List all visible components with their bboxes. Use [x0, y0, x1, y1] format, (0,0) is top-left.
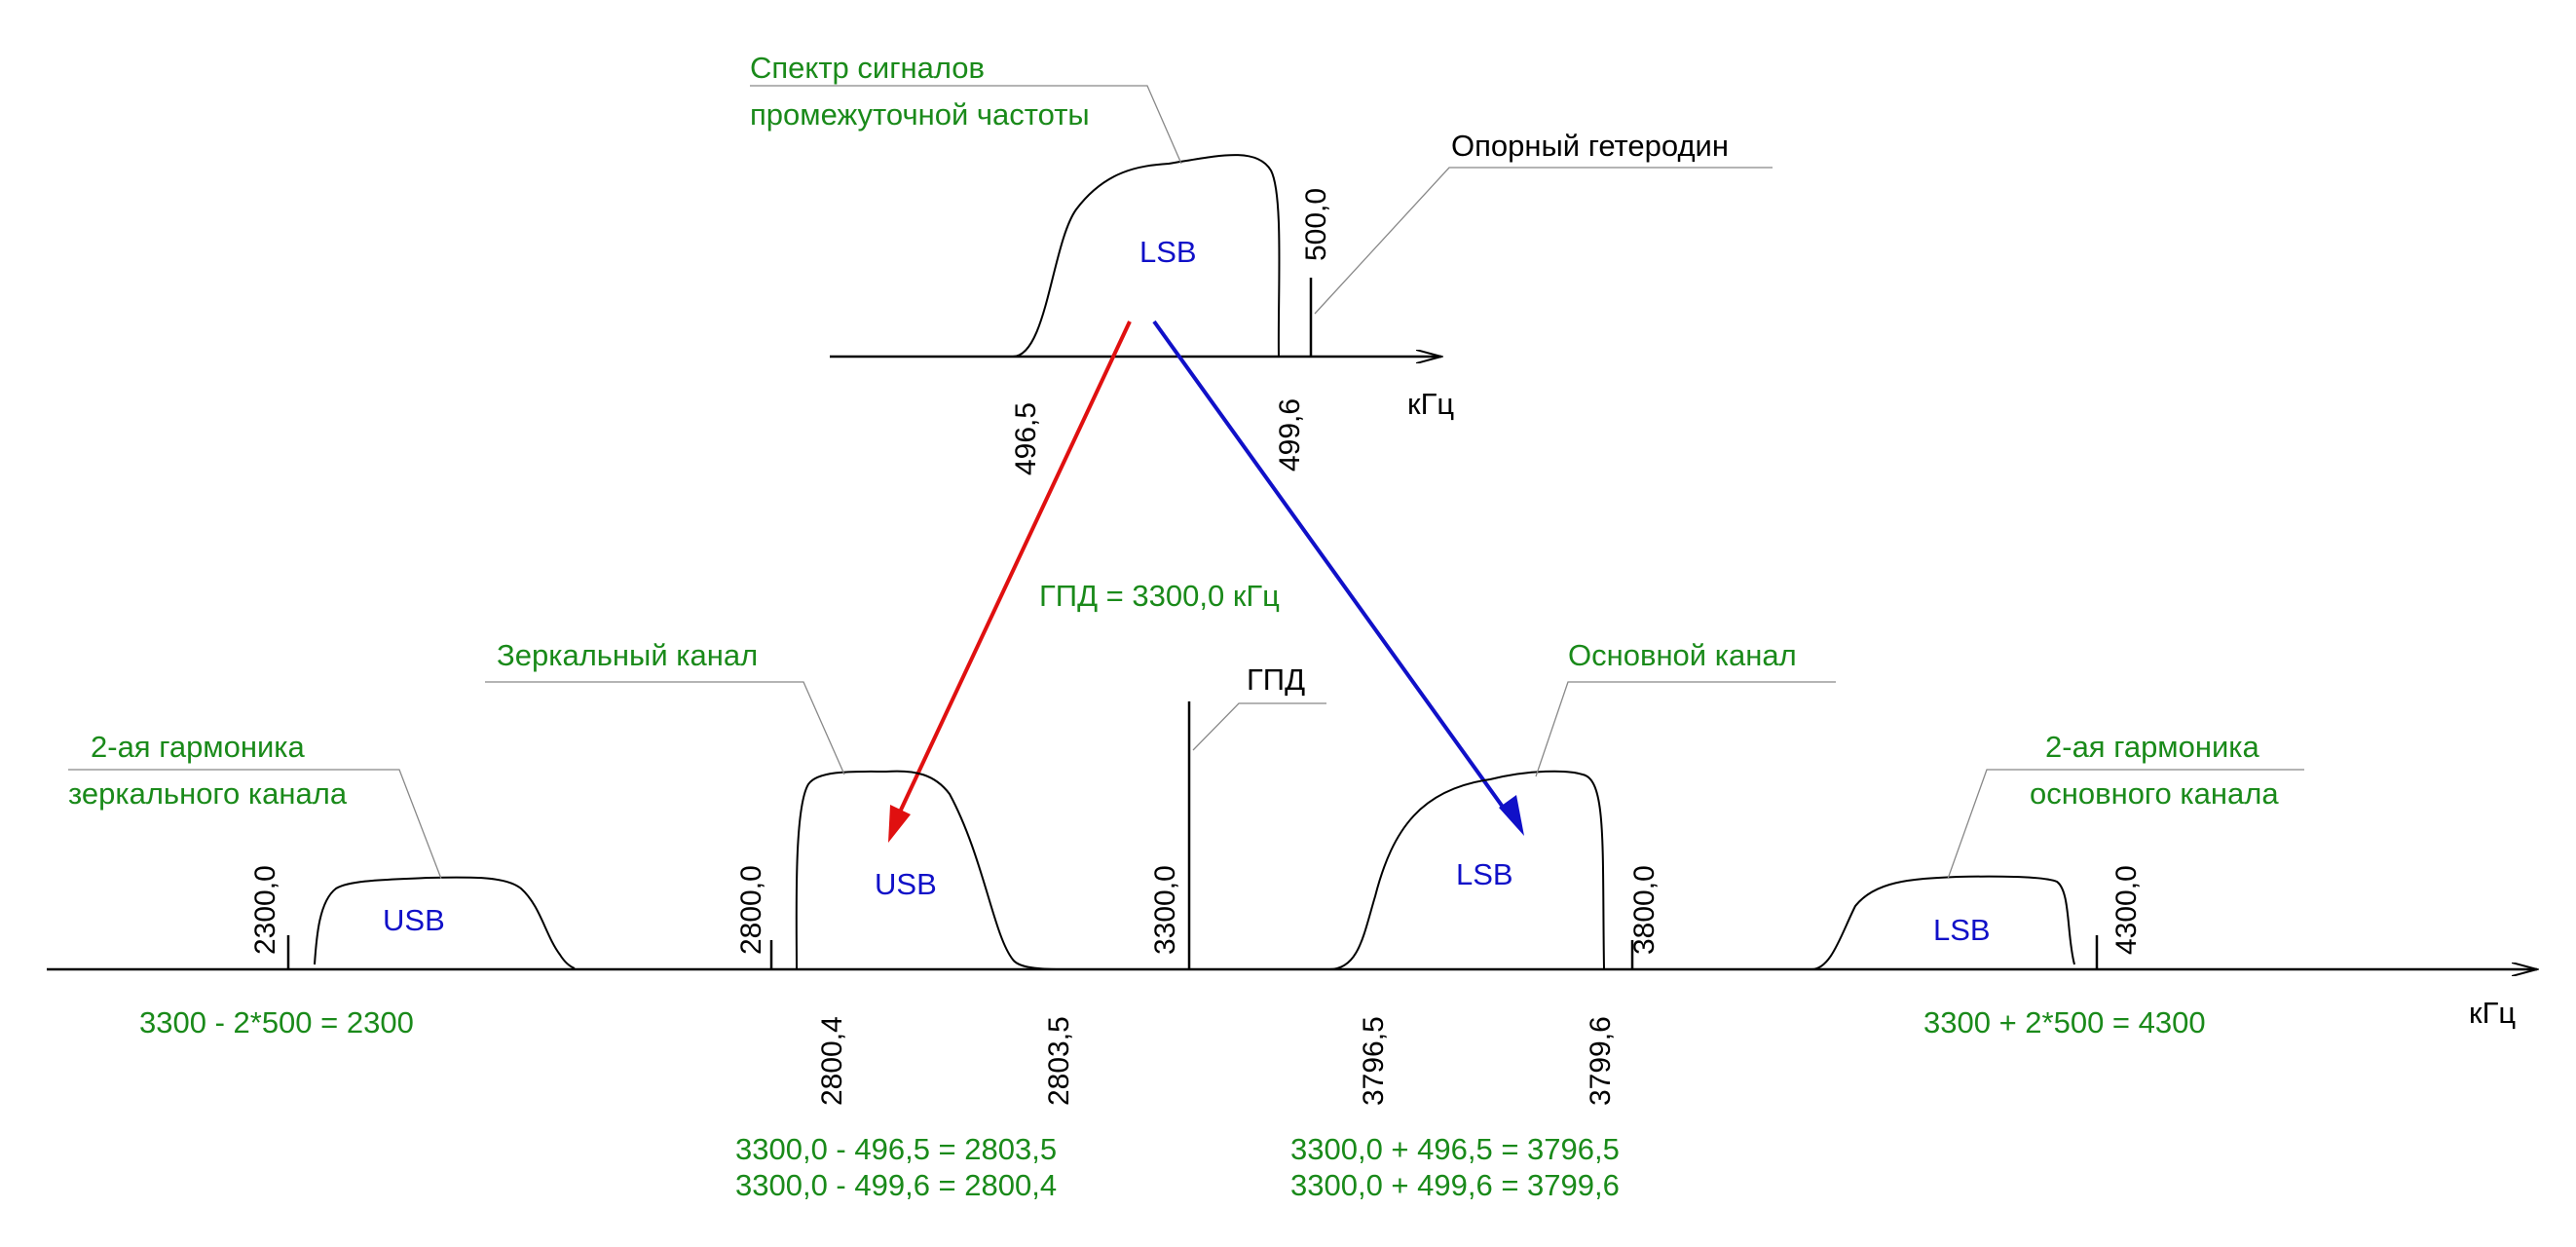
- top-title-line2: промежуточной частоты: [750, 97, 1090, 132]
- formula-mid1-a: 3300,0 - 496,5 = 2803,5: [735, 1132, 1057, 1166]
- formula-mid2-b: 3300,0 + 499,6 = 3799,6: [1290, 1168, 1620, 1202]
- tick-3800: 3800,0: [1628, 865, 1661, 955]
- main-lsb-curve: [1328, 770, 1605, 970]
- top-oscillator-leader: [1314, 167, 1773, 315]
- harm-main-line2: основного канала: [2030, 776, 2279, 811]
- mirror-usb-curve: [795, 770, 1063, 970]
- mirror-channel-label: Зеркальный канал: [497, 638, 758, 672]
- tick-3300: 3300,0: [1149, 865, 1181, 955]
- harm-mirror-line1: 2-ая гармоника: [91, 730, 306, 764]
- formula-left: 3300 - 2*500 = 2300: [139, 1005, 414, 1039]
- main-channel-leader: [1535, 681, 1836, 777]
- harm-mirror-leader: [68, 769, 442, 880]
- harm-mirror-usb-label: USB: [383, 903, 445, 937]
- harm-main-lsb-label: LSB: [1933, 913, 1991, 947]
- red-arrowhead: [888, 805, 911, 843]
- blue-arrowhead: [1499, 795, 1524, 836]
- gpd-label: ГПД: [1247, 662, 1305, 697]
- top-tick-500: 500,0: [1300, 188, 1332, 261]
- harm-main-leader: [1947, 769, 2304, 880]
- formula-right: 3300 + 2*500 = 4300: [1923, 1005, 2206, 1039]
- main-lsb-label: LSB: [1456, 857, 1513, 891]
- harm-main-lsb-curve: [1811, 875, 2075, 970]
- bottom-unit: кГц: [2469, 996, 2516, 1030]
- mirror-channel-leader: [485, 681, 845, 775]
- mirror-usb-label: USB: [875, 867, 937, 901]
- top-sideband-label: LSB: [1139, 235, 1197, 269]
- top-tick-4965: 496,5: [1010, 402, 1042, 475]
- harm-mirror-usb-curve: [314, 876, 576, 969]
- tick-28035: 2803,5: [1043, 1016, 1075, 1106]
- tick-4300: 4300,0: [2110, 865, 2143, 955]
- gpd-leader: [1192, 702, 1326, 751]
- tick-37965: 3796,5: [1358, 1016, 1390, 1106]
- top-tick-4996: 499,6: [1274, 398, 1306, 472]
- tick-28004: 2800,4: [816, 1016, 848, 1106]
- red-conversion-arrow: [894, 321, 1132, 821]
- tick-2800: 2800,0: [735, 865, 767, 955]
- top-title-leader: [750, 85, 1182, 165]
- tick-37996: 3799,6: [1585, 1016, 1617, 1106]
- gpd-formula: ГПД = 3300,0 кГц: [1039, 579, 1280, 613]
- top-unit: кГц: [1407, 387, 1454, 421]
- top-oscillator-label: Опорный гетеродин: [1451, 129, 1729, 163]
- tick-2300: 2300,0: [249, 865, 281, 955]
- formula-mid2-a: 3300,0 + 496,5 = 3796,5: [1290, 1132, 1620, 1166]
- formula-mid1-b: 3300,0 - 499,6 = 2800,4: [735, 1168, 1057, 1202]
- blue-conversion-arrow: [1152, 320, 1512, 818]
- top-title-line1: Спектр сигналов: [750, 51, 985, 85]
- top-lsb-spectrum-curve: [1012, 154, 1281, 358]
- harm-mirror-line2: зеркального канала: [68, 776, 348, 811]
- harm-main-line1: 2-ая гармоника: [2045, 730, 2260, 764]
- main-channel-label: Основной канал: [1568, 638, 1797, 672]
